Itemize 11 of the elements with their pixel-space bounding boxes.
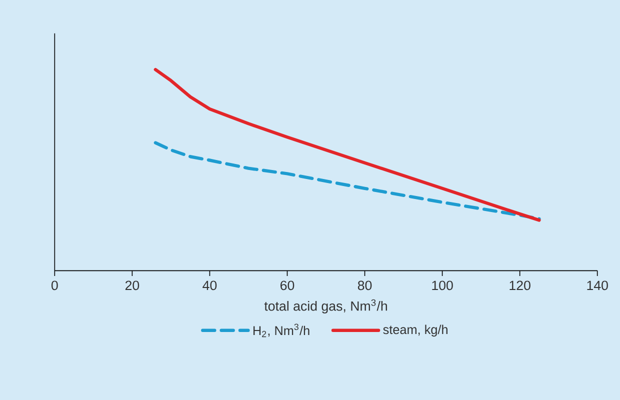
x-tick-label: 20: [125, 280, 140, 290]
legend-label: steam, kg/h: [383, 324, 448, 337]
x-tick-label: 100: [432, 280, 453, 290]
x-tick-label: 40: [202, 280, 217, 290]
x-tick-label: 80: [358, 280, 372, 290]
x-axis-title: total acid gas, Nm$^{3}$/h: [264, 299, 387, 314]
legend-label: H$_{2}$, Nm$^{3}$/h: [253, 324, 310, 338]
x-tick-label: 0: [51, 280, 58, 290]
x-tick-label: 140: [587, 280, 608, 290]
x-tick-label: 120: [510, 280, 530, 290]
x-tick-label: 60: [280, 280, 294, 290]
